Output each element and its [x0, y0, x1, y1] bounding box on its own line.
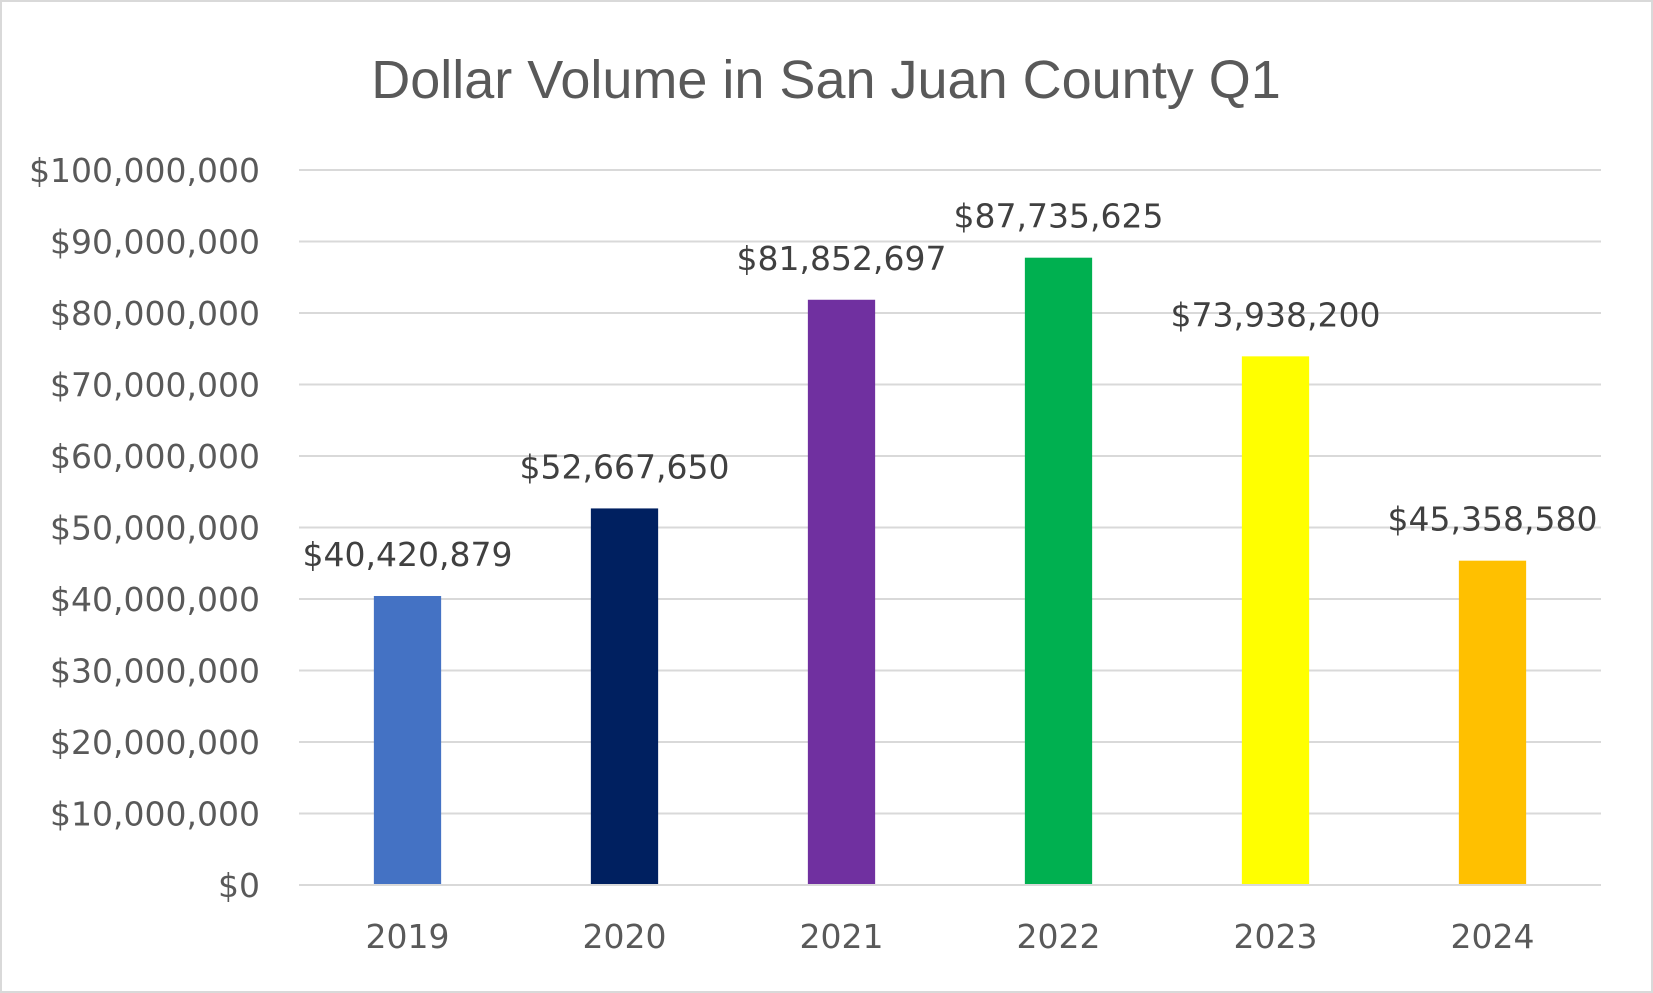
gridlines: [299, 169, 1601, 815]
y-tick-label: $0: [218, 866, 260, 905]
x-axis-tick-labels: 2019 2020 2021 2022 2023 2024: [366, 917, 1535, 956]
bar-2024: [1458, 560, 1527, 885]
data-label-2022: $87,735,625: [954, 197, 1164, 236]
x-tick-label-2022: 2022: [1017, 917, 1101, 956]
y-tick-label: $10,000,000: [50, 795, 260, 834]
x-tick-label-2024: 2024: [1451, 917, 1535, 956]
y-tick-label: $60,000,000: [50, 437, 260, 476]
y-tick-label: $70,000,000: [50, 366, 260, 405]
x-tick-label-2019: 2019: [366, 917, 450, 956]
bar-2020: [590, 508, 659, 885]
y-tick-label: $30,000,000: [50, 652, 260, 691]
bars: [373, 257, 1527, 886]
data-label-2023: $73,938,200: [1171, 295, 1381, 334]
y-tick-label: $50,000,000: [50, 509, 260, 548]
data-label-2021: $81,852,697: [737, 239, 947, 278]
y-tick-label: $80,000,000: [50, 294, 260, 333]
y-tick-label: $90,000,000: [50, 223, 260, 262]
bar-2019: [373, 595, 442, 885]
data-label-2019: $40,420,879: [303, 535, 513, 574]
bar-2022: [1024, 257, 1093, 885]
x-tick-label-2023: 2023: [1234, 917, 1318, 956]
y-tick-label: $40,000,000: [50, 580, 260, 619]
bar-2023: [1241, 356, 1310, 885]
data-label-2020: $52,667,650: [520, 447, 730, 486]
x-tick-label-2020: 2020: [583, 917, 667, 956]
y-axis-tick-labels: $0 $10,000,000 $20,000,000 $30,000,000 $40,0…: [29, 151, 260, 905]
data-labels: $40,420,879 $52,667,650 $81,852,697$87,735…: [303, 197, 1598, 574]
y-tick-label: $20,000,000: [50, 723, 260, 762]
bar-2021: [807, 299, 876, 886]
y-tick-label: $100,000,000: [29, 151, 260, 190]
x-tick-label-2021: 2021: [800, 917, 884, 956]
chart-title: Dollar Volume in San Juan County Q1: [371, 50, 1281, 110]
data-label-2024: $45,358,580: [1388, 500, 1598, 539]
